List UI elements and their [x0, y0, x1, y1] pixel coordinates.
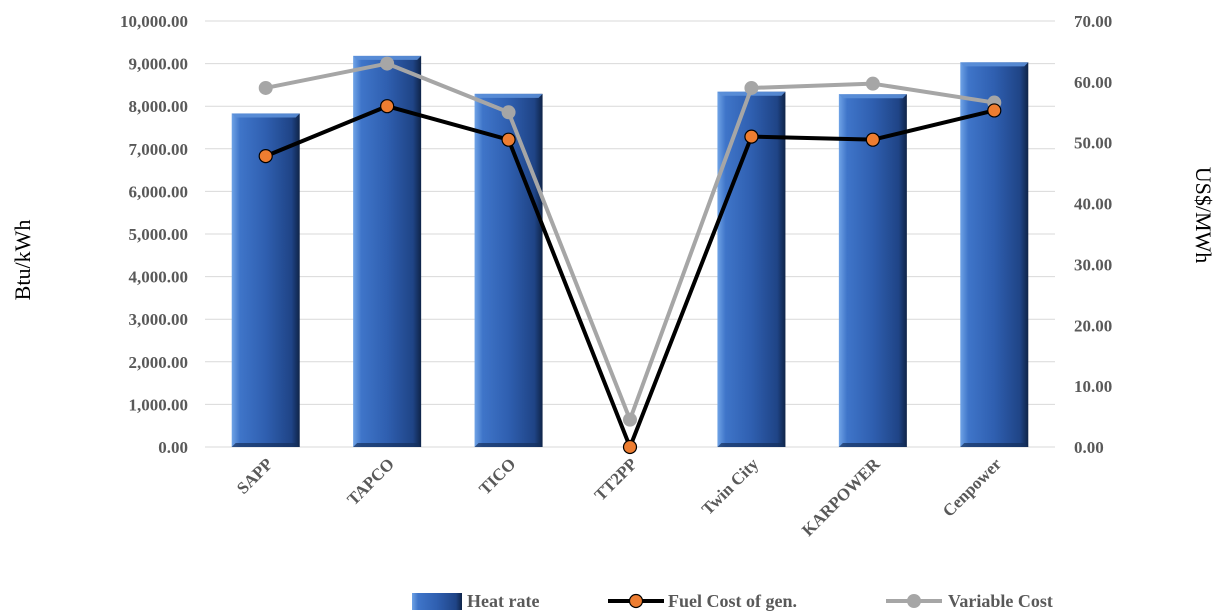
- bar-heat-rate: [960, 62, 1028, 447]
- x-tick-label: TT2PP: [591, 454, 641, 504]
- y-tick-label: 3,000.00: [129, 310, 189, 329]
- bar-heat-rate: [839, 94, 907, 447]
- y2-tick-label: 30.00: [1074, 255, 1112, 274]
- y2-tick-label: 40.00: [1074, 195, 1112, 214]
- y-tick-label: 9,000.00: [129, 55, 189, 74]
- y-tick-label: 1,000.00: [129, 395, 189, 414]
- point-fuel-cost: [624, 441, 637, 454]
- bars: [232, 56, 1029, 447]
- point-variable-cost: [381, 57, 394, 70]
- y2-tick-label: 0.00: [1074, 438, 1104, 457]
- point-fuel-cost: [259, 150, 272, 163]
- x-tick-label: SAPP: [233, 454, 276, 497]
- point-fuel-cost: [502, 133, 515, 146]
- legend-fuel-cost-marker: [630, 595, 643, 608]
- y2-tick-label: 70.00: [1074, 12, 1112, 31]
- x-tick-label: TICO: [475, 454, 519, 498]
- x-tick-label: Twin City: [698, 454, 763, 519]
- y2-tick-label: 50.00: [1074, 134, 1112, 153]
- point-fuel-cost: [866, 133, 879, 146]
- point-variable-cost: [745, 81, 758, 94]
- y-tick-label: 0.00: [158, 438, 188, 457]
- legend-heat-rate-label: Heat rate: [467, 591, 539, 611]
- y-axis-title: Btu/kWh: [10, 220, 35, 301]
- bar-heat-rate: [717, 92, 785, 447]
- y2-tick-label: 10.00: [1074, 377, 1112, 396]
- x-tick-label: KARPOWER: [798, 454, 884, 540]
- point-fuel-cost: [381, 100, 394, 113]
- y2-tick-label: 60.00: [1074, 73, 1112, 92]
- point-variable-cost: [502, 106, 515, 119]
- x-tick-label: TAPCO: [343, 454, 398, 509]
- point-variable-cost: [259, 81, 272, 94]
- x-tick-label: Cenpower: [939, 454, 1006, 521]
- gridlines: [205, 21, 1055, 447]
- point-fuel-cost: [745, 130, 758, 143]
- bar-heat-rate: [232, 113, 300, 447]
- y-tick-label: 10,000.00: [120, 12, 188, 31]
- point-variable-cost: [624, 413, 637, 426]
- y-tick-label: 7,000.00: [129, 140, 189, 159]
- point-variable-cost: [866, 77, 879, 90]
- legend-variable-cost-label: Variable Cost: [948, 591, 1053, 611]
- y2-tick-label: 20.00: [1074, 316, 1112, 335]
- y-tick-label: 4,000.00: [129, 268, 189, 287]
- bar-heat-rate: [475, 94, 543, 447]
- y-tick-label: 5,000.00: [129, 225, 189, 244]
- legend: Heat rate Fuel Cost of gen. Variable Cos…: [412, 591, 1053, 611]
- y2-axis-title: US$/MWh: [1191, 167, 1216, 264]
- legend-variable-cost-marker: [908, 595, 921, 608]
- y-tick-label: 6,000.00: [129, 182, 189, 201]
- y-tick-label: 2,000.00: [129, 353, 189, 372]
- legend-fuel-cost-label: Fuel Cost of gen.: [668, 591, 797, 611]
- y-tick-label: 8,000.00: [129, 97, 189, 116]
- legend-heat-rate-swatch: [412, 593, 462, 610]
- point-fuel-cost: [988, 104, 1001, 117]
